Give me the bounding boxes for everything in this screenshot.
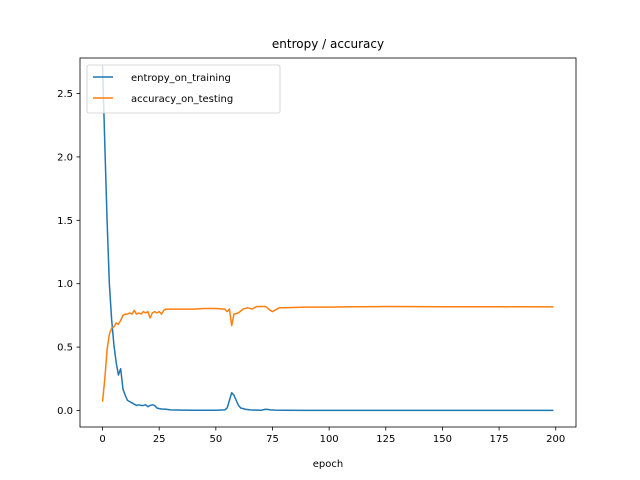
series-line-accuracy-on-testing: [101, 305, 554, 402]
series-line-entropy-on-training: [101, 65, 554, 412]
x-tick-label: 125: [376, 434, 395, 445]
legend-box: [86, 64, 281, 114]
axis-ticks: 0 25 50 75 100 125 150 175 200 0.0 0.5 1.0 1.5 2.0 2.5: [57, 89, 565, 445]
y-tick-label: 1.0: [57, 279, 73, 290]
y-tick-label: 1.5: [57, 216, 73, 227]
x-tick-label: 150: [433, 434, 452, 445]
x-tick-label: 100: [320, 434, 339, 445]
series-lines: [101, 65, 554, 412]
x-tick-label: 25: [153, 434, 166, 445]
x-tick-label: 75: [266, 434, 279, 445]
legend: entropy_on_training accuracy_on_testing: [86, 64, 281, 114]
axes-frame: [79, 57, 577, 428]
x-tick-label: 175: [490, 434, 509, 445]
x-tick-label: 50: [209, 434, 222, 445]
chart-title: entropy / accuracy: [272, 37, 384, 51]
y-tick-label: 2.0: [57, 152, 73, 163]
y-tick-label: 2.5: [57, 89, 73, 100]
x-tick-label: 200: [546, 434, 565, 445]
y-tick-label: 0.0: [57, 406, 73, 417]
y-tick-label: 0.5: [57, 343, 73, 354]
x-axis-label: epoch: [313, 459, 343, 470]
x-tick-label: 0: [99, 434, 105, 445]
legend-label: accuracy_on_testing: [131, 94, 233, 105]
legend-label: entropy_on_training: [131, 73, 231, 84]
